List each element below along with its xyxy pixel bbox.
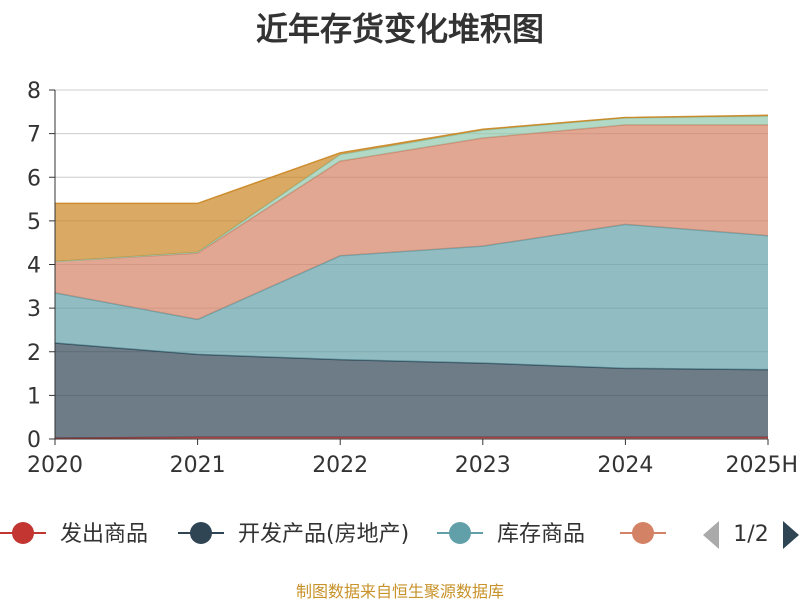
legend-item[interactable]: [620, 522, 666, 544]
x-tick-label: 2022: [312, 453, 368, 478]
series-line-5: [55, 114, 769, 205]
legend-page-indicator: 1/2: [733, 522, 768, 547]
legend-label: 开发产品(房地产): [238, 522, 409, 547]
y-tick-label: 6: [27, 166, 41, 191]
legend-marker: [632, 522, 654, 544]
axis-layer: 0 1 2 3 4 5 6 7 8 2020 2021 2022 2023 2024 2025H: [27, 79, 798, 478]
y-tick-label: 4: [27, 254, 41, 279]
area-series-3: [55, 124, 768, 320]
y-tick-label: 8: [27, 79, 41, 104]
area-series-2: [55, 224, 768, 370]
y-tick-label: 5: [27, 210, 41, 235]
source-note: 制图数据来自恒生聚源数据库: [295, 582, 504, 601]
legend-marker: [190, 522, 212, 544]
area-series-1: [55, 343, 768, 439]
legend-item[interactable]: 开发产品(房地产): [178, 522, 409, 547]
legend-next-page-icon[interactable]: [783, 521, 799, 549]
legend-marker: [12, 522, 34, 544]
legend: 发出商品 开发产品(房地产) 库存商品 1/2: [0, 521, 799, 549]
y-tick-label: 7: [27, 123, 41, 148]
y-tick-label: 2: [27, 341, 41, 366]
legend-item[interactable]: 库存商品: [437, 522, 585, 547]
y-tick-label: 0: [27, 428, 41, 453]
legend-label: 发出商品: [60, 522, 148, 547]
x-tick-label: 2023: [455, 453, 511, 478]
legend-item[interactable]: 发出商品: [0, 522, 148, 547]
x-tick-label: 2021: [170, 453, 226, 478]
legend-prev-page-icon[interactable]: [703, 521, 719, 549]
chart-title: 近年存货变化堆积图: [255, 10, 544, 48]
legend-label: 库存商品: [497, 522, 585, 547]
y-tick-label: 3: [27, 297, 41, 322]
area-series-5: [55, 115, 768, 262]
y-tick-label: 1: [27, 384, 41, 409]
x-tick-label: 2024: [597, 453, 653, 478]
legend-marker: [449, 522, 471, 544]
x-tick-label: 2020: [27, 453, 83, 478]
x-tick-label: 2025H: [725, 453, 798, 478]
area-layer: [54, 114, 769, 439]
area-series-4: [55, 116, 768, 262]
